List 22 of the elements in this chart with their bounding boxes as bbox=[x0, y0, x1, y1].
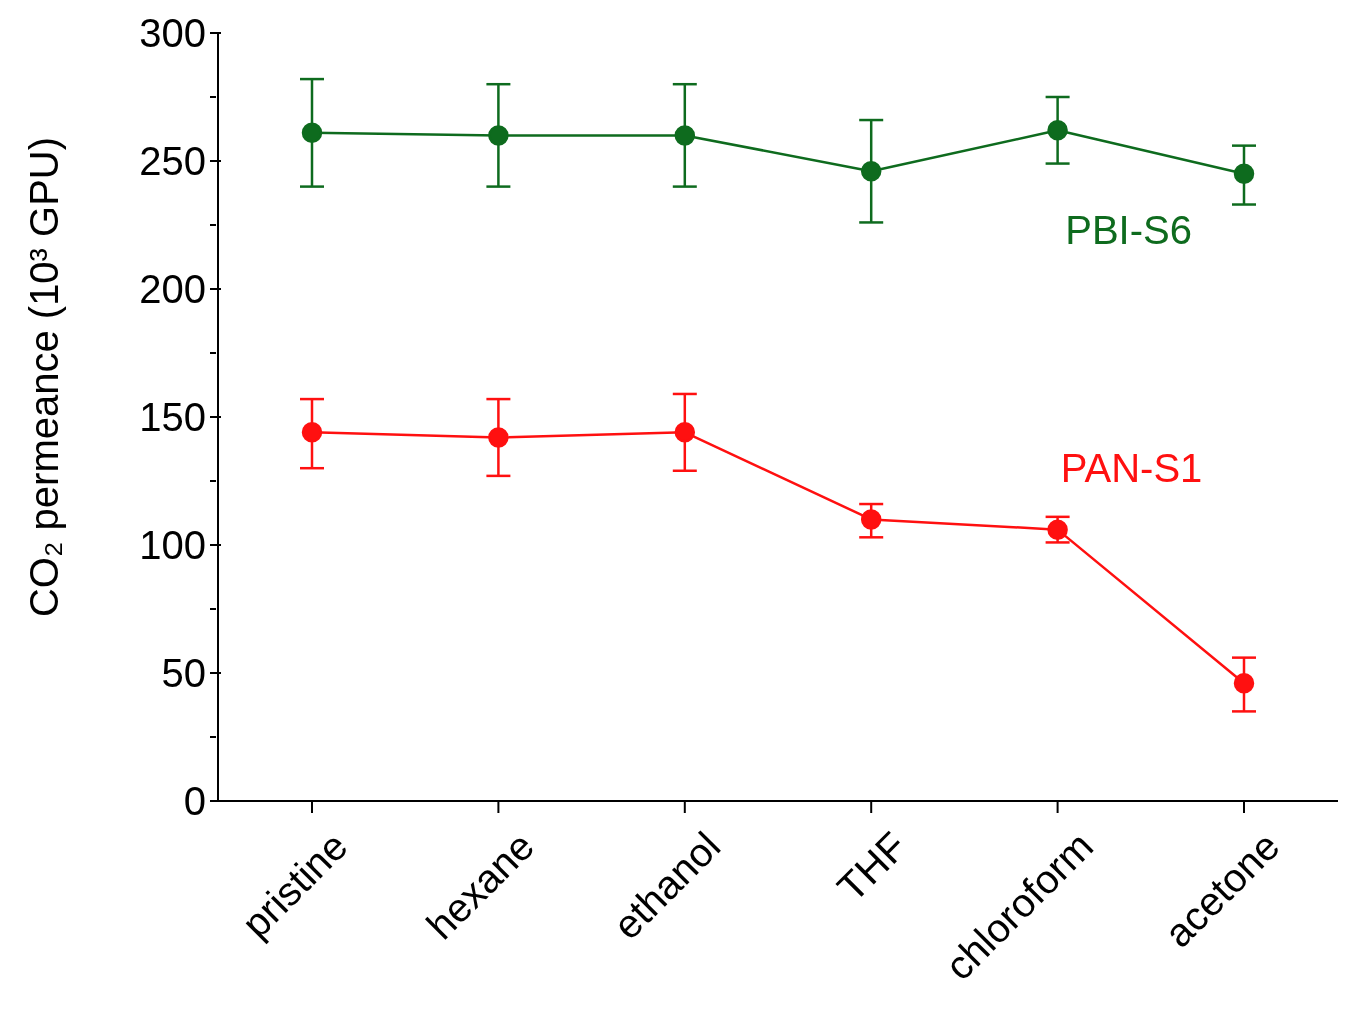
point bbox=[488, 427, 509, 448]
series-label: PAN-S1 bbox=[1060, 445, 1203, 490]
y-tick-label: 150 bbox=[139, 395, 206, 439]
point bbox=[301, 122, 323, 144]
y-tick-label: 50 bbox=[161, 651, 206, 695]
series-label: PBI-S6 bbox=[1065, 208, 1192, 253]
point bbox=[488, 125, 509, 146]
point bbox=[1233, 672, 1255, 694]
point bbox=[301, 422, 323, 443]
y-tick-label: 0 bbox=[183, 779, 206, 823]
point bbox=[674, 422, 696, 443]
x-tick-label: THF bbox=[828, 823, 915, 910]
y-axis-title: CO₂ permeance (10³ GPU) bbox=[22, 136, 66, 618]
point bbox=[674, 125, 696, 146]
point bbox=[860, 509, 882, 530]
point bbox=[860, 160, 882, 182]
y-tick-label: 250 bbox=[139, 139, 206, 183]
point bbox=[1233, 163, 1255, 185]
y-tick-label: 300 bbox=[139, 11, 206, 55]
y-tick-label: 100 bbox=[139, 523, 206, 567]
point bbox=[1047, 120, 1068, 141]
y-tick-label: 200 bbox=[139, 267, 206, 311]
